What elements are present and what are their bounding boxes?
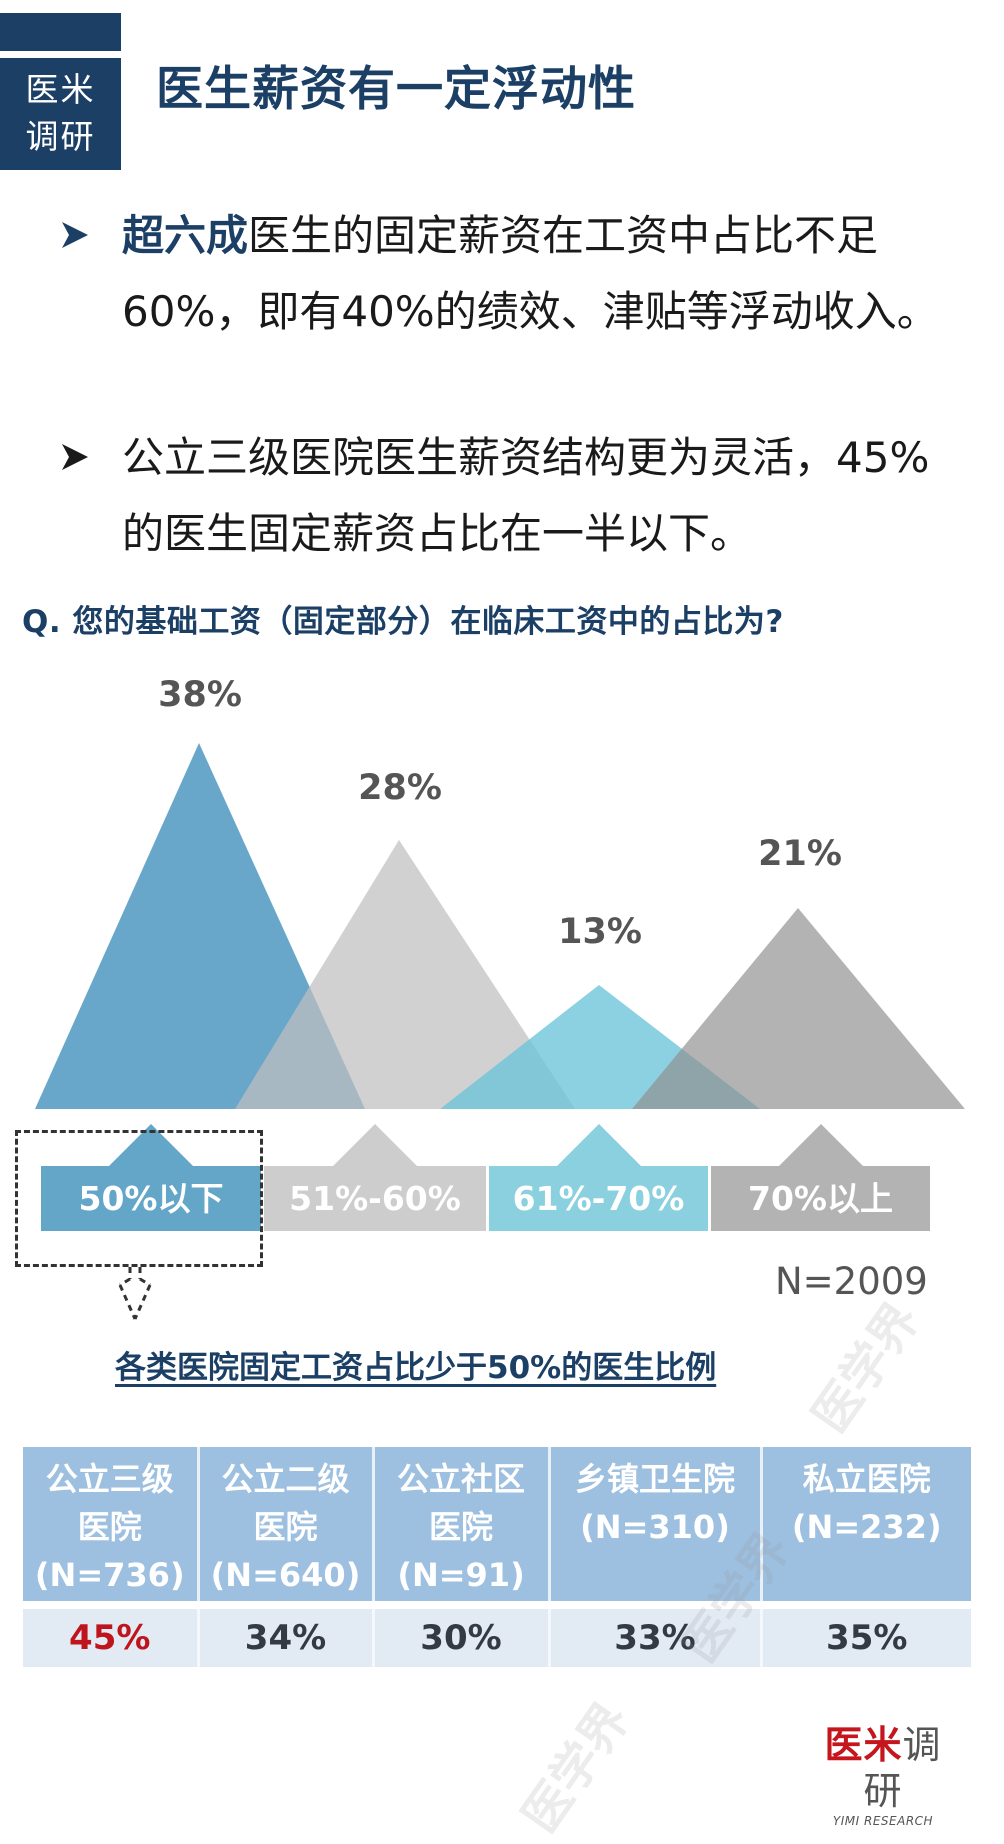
triangle-51-60 <box>235 840 575 1109</box>
table-cell: 34% <box>198 1601 375 1667</box>
page-title: 医生薪资有一定浮动性 <box>156 62 636 117</box>
sample-size: N=2009 <box>775 1260 928 1303</box>
triangle-chart <box>35 743 965 1109</box>
brand-bar <box>0 13 121 51</box>
table-cell-highlight: 45% <box>23 1601 200 1667</box>
category-70-above: 70%以上 <box>711 1124 930 1231</box>
category-51-60: 51%-60% <box>264 1124 486 1231</box>
category-50-below: 50%以下 <box>41 1124 261 1231</box>
category-61-70: 61%-70% <box>489 1124 708 1231</box>
watermark: 医学界 <box>511 1692 641 1843</box>
table-title: 各类医院固定工资占比少于50%的医生比例 <box>115 1350 717 1386</box>
bullet-arrow-icon <box>60 420 96 496</box>
brand-line-1: 医米 <box>25 70 96 109</box>
triangle-70-above <box>632 908 965 1109</box>
col-header: 公立三级 医院 (N=736) <box>23 1447 200 1605</box>
table-cell: 33% <box>549 1601 763 1667</box>
highlight-dashed-box <box>15 1130 263 1267</box>
category-labels: 50%以下 51%-60% 61%-70% 70%以上 <box>41 1124 930 1231</box>
table-header-row: 公立三级 医院 (N=736) 公立二级 医院 (N=640) 公立社区 医院 (N=91)… <box>23 1447 971 1605</box>
bullet-2: 公立三级医院医生薪资结构更为灵活，45%的医生固定薪资占比在一半以下。 <box>60 420 960 572</box>
watermark: 医学界 <box>801 1292 931 1443</box>
col-header: 公立二级 医院 (N=640) <box>198 1447 375 1605</box>
brand-line-2: 调研 <box>25 117 96 156</box>
chart-question: Q. 您的基础工资（固定部分）在临床工资中的占比为? <box>22 604 784 640</box>
value-label-13: 13% <box>558 912 642 952</box>
bullet-arrow-icon <box>60 198 96 274</box>
brand-box: 医米 调研 <box>0 58 121 170</box>
yimi-research-logo: 医米调研 YIMI RESEARCH <box>824 1722 942 1828</box>
col-header: 乡镇卫生院 (N=310) <box>549 1447 763 1605</box>
bullet-2-text: 公立三级医院医生薪资结构更为灵活，45%的医生固定薪资占比在一半以下。 <box>122 433 930 558</box>
dashed-down-arrow-icon <box>118 1267 152 1320</box>
table-cell: 35% <box>761 1601 971 1667</box>
bullet-1: 超六成医生的固定薪资在工资中占比不足60%，即有40%的绩效、津贴等浮动收入。 <box>60 198 960 350</box>
value-label-21: 21% <box>758 834 842 874</box>
hospital-table: 公立三级 医院 (N=736) 公立二级 医院 (N=640) 公立社区 医院 (N=91)… <box>23 1447 971 1667</box>
triangle-50-below <box>35 743 365 1109</box>
bullet-1-highlight: 超六成 <box>122 211 249 260</box>
table-row: 45% 34% 30% 33% 35% <box>23 1601 971 1667</box>
value-label-28: 28% <box>358 768 442 808</box>
value-label-38: 38% <box>158 675 242 715</box>
col-header: 公立社区 医院 (N=91) <box>373 1447 551 1605</box>
col-header: 私立医院 (N=232) <box>761 1447 971 1605</box>
table-cell: 30% <box>373 1601 551 1667</box>
bullet-1-text: 医生的固定薪资在工资中占比不足60%，即有40%的绩效、津贴等浮动收入。 <box>122 211 939 336</box>
